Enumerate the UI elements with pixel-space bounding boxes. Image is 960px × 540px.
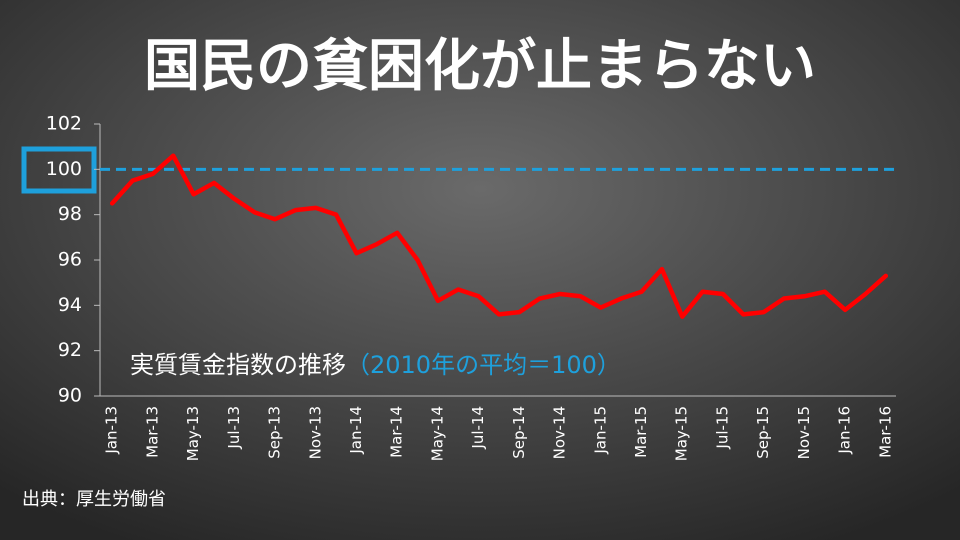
- x-tick-label: Nov-14: [551, 406, 569, 459]
- x-tick-label: Jul-13: [225, 406, 243, 450]
- y-tick-label: 90: [58, 385, 82, 407]
- annotation-text: 実質賃金指数の推移: [130, 351, 346, 379]
- highlight-box: [21, 146, 97, 194]
- x-tick-label: May-15: [673, 406, 691, 461]
- x-tick-label: Mar-15: [632, 406, 650, 458]
- x-tick-label: Jan-14: [347, 406, 365, 455]
- x-tick-label: Sep-14: [510, 406, 528, 459]
- x-tick-label: Nov-15: [795, 406, 813, 459]
- x-tick-label: Sep-15: [754, 406, 772, 459]
- chart-title: 国民の貧困化が止まらない: [144, 34, 816, 99]
- y-tick-label: 100: [46, 158, 82, 180]
- x-tick-label: Nov-13: [306, 406, 324, 459]
- data-line: [109, 153, 889, 319]
- y-tick-label: 102: [46, 113, 82, 135]
- y-tick-label: 96: [58, 249, 82, 271]
- x-tick-label: Jan-15: [591, 406, 609, 455]
- y-tick-label: 98: [58, 203, 82, 225]
- annotation: 実質賃金指数の推移（2010年の平均＝100）: [130, 351, 621, 379]
- x-tick-label: May-14: [428, 406, 446, 461]
- x-tick-label: Mar-16: [876, 406, 894, 458]
- y-tick-label: 94: [58, 294, 82, 316]
- source: 出典：厚生労働省: [22, 489, 166, 510]
- x-tick-label: Mar-13: [143, 406, 161, 458]
- y-tick-label: 92: [58, 339, 82, 361]
- x-tick-label: Sep-13: [266, 406, 284, 459]
- x-tick-label: Jul-14: [469, 406, 487, 450]
- x-tick-label: May-13: [184, 406, 202, 461]
- x-tick-label: Jul-15: [713, 406, 731, 450]
- x-tick-label: Mar-14: [388, 406, 406, 458]
- x-tick-label: Jan-13: [103, 406, 121, 455]
- annotation-note: （2010年の平均＝100）: [346, 351, 621, 379]
- x-tick-label: Jan-16: [836, 406, 854, 455]
